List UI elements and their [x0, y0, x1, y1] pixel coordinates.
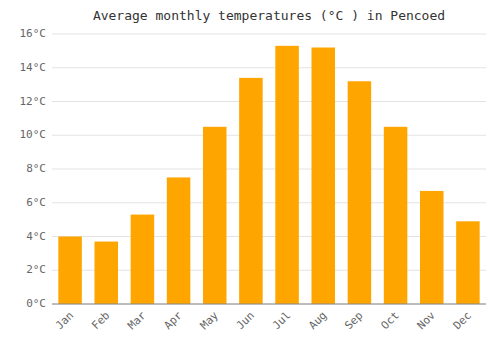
x-tick-label: May: [198, 309, 222, 333]
bar: [94, 242, 118, 304]
x-tick-label: Aug: [306, 309, 329, 332]
bar: [131, 215, 155, 304]
bar: [420, 191, 444, 304]
y-tick-label: 0°C: [26, 297, 46, 310]
y-tick-label: 2°C: [26, 263, 46, 276]
bar: [203, 127, 227, 304]
x-tick-label: Nov: [415, 309, 439, 333]
y-tick-label: 4°C: [26, 230, 46, 243]
bar: [311, 48, 335, 305]
grid-line: [52, 34, 486, 35]
y-tick-label: 16°C: [20, 27, 47, 40]
grid-line: [52, 304, 486, 305]
bars: [58, 46, 479, 304]
x-tick-label: Mar: [125, 309, 149, 333]
bar: [348, 81, 372, 304]
grid-line: [52, 101, 486, 102]
grid-line: [52, 169, 486, 170]
x-axis-line: [52, 304, 486, 305]
grid-line: [52, 135, 486, 136]
x-tick-label: Feb: [89, 309, 112, 332]
x-tick-label: Jan: [53, 309, 76, 332]
chart-title: Average monthly temperatures (°C ) in Pe…: [93, 8, 445, 23]
bar: [456, 221, 480, 304]
x-tick-label: Sep: [342, 309, 365, 332]
x-tick-label: Apr: [161, 309, 185, 333]
chart-svg: Average monthly temperatures (°C ) in Pe…: [0, 0, 500, 350]
y-tick-label: 8°C: [26, 162, 46, 175]
x-tick-label: Jul: [270, 309, 293, 332]
x-tick-label: Jun: [234, 309, 257, 332]
x-tick-label: Dec: [451, 309, 474, 332]
bar: [384, 127, 408, 304]
bar: [167, 177, 191, 304]
chart-container: Average monthly temperatures (°C ) in Pe…: [0, 0, 500, 350]
y-tick-label: 12°C: [20, 95, 47, 108]
x-tick-label: Oct: [378, 309, 401, 332]
y-tick-label: 14°C: [20, 61, 47, 74]
bar: [58, 237, 82, 305]
y-tick-label: 10°C: [20, 128, 47, 141]
y-tick-label: 6°C: [26, 196, 46, 209]
y-grid: [52, 34, 486, 304]
bar: [239, 78, 263, 304]
bar: [275, 46, 299, 304]
grid-line: [52, 67, 486, 68]
